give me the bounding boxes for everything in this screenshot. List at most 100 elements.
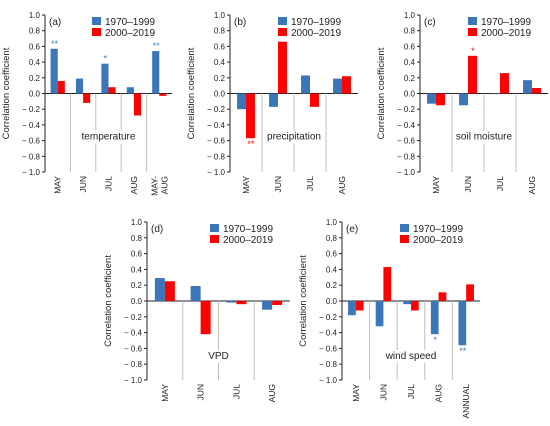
y-tick-label: 1.0: [29, 11, 41, 20]
y-tick-label: 0.8: [214, 27, 226, 36]
panel-label: (d): [151, 224, 163, 235]
significance-label: *: [103, 54, 107, 64]
bar-series1: [458, 301, 467, 346]
y-tick-label: − 0.2: [397, 105, 416, 114]
y-tick-label: − 0.8: [124, 360, 143, 369]
y-tick-label: − 0.4: [124, 329, 143, 338]
bar-series2: [342, 76, 351, 94]
bar-series1: [152, 51, 160, 94]
y-tick-label: 0.8: [326, 234, 338, 243]
category-label: JUL: [104, 176, 114, 191]
bar-series1: [226, 301, 237, 303]
legend-label: 2000–2019: [413, 235, 463, 246]
bar-series2: [466, 284, 474, 301]
significance-label: *: [433, 335, 437, 345]
bar-series1: [427, 93, 436, 104]
bar-series2: [383, 267, 392, 301]
legend-label: 1970–1999: [105, 17, 155, 28]
bar-series1: [154, 278, 165, 301]
category-label: MAY: [53, 176, 63, 194]
legend-label: 2000–2019: [223, 235, 273, 246]
significance-label: **: [247, 139, 255, 149]
y-tick-label: − 0.8: [397, 152, 416, 161]
variable-label: precipitation: [267, 132, 321, 143]
y-tick-label: 0.6: [326, 250, 338, 259]
bar-series2: [411, 301, 419, 311]
panel-c: 1.0 0.8 0.6 0.4 0.2 0.0 − 0.2 − 0.4 − 0.6 − 0.8 − …: [376, 11, 548, 194]
category-label: JUN: [196, 384, 206, 401]
legend-swatch: [468, 17, 477, 25]
category-label: AUG: [337, 176, 347, 194]
panel-label: (e): [346, 224, 358, 235]
bar-series2: [246, 93, 255, 139]
bar-series1: [126, 87, 134, 94]
y-tick-label: − 0.6: [207, 137, 226, 146]
legend-label: 2000–2019: [291, 28, 341, 39]
legend-label: 1970–1999: [413, 224, 463, 235]
y-tick-label: 1.0: [214, 11, 226, 20]
y-tick-label: 0.4: [326, 265, 338, 274]
y-tick-label: − 0.4: [319, 329, 338, 338]
bar-series1: [237, 93, 246, 110]
bar-series2: [468, 55, 477, 94]
y-tick-label: 0.0: [131, 297, 143, 306]
y-tick-label: 0.0: [29, 90, 41, 99]
bar-series2: [133, 93, 142, 116]
category-label: JUL: [231, 384, 241, 399]
y-tick-label: − 1.0: [207, 168, 226, 177]
legend-swatch: [92, 28, 101, 36]
panel-label: (a): [49, 17, 61, 28]
y-tick-label: 0.4: [214, 58, 226, 67]
y-tick-label: − 0.4: [397, 121, 416, 130]
bar-series1: [459, 93, 468, 106]
y-tick-label: 0.2: [214, 74, 226, 83]
y-tick-label: − 0.8: [22, 152, 41, 161]
bar-series1: [75, 78, 84, 94]
y-tick-label: 1.0: [131, 218, 143, 227]
y-tick-label: − 0.6: [397, 137, 416, 146]
bar-series1: [50, 48, 58, 94]
y-tick-label: 0.0: [326, 297, 338, 306]
bar-series2: [57, 80, 65, 94]
y-tick-label: 0.6: [29, 42, 41, 51]
category-label: MAY: [160, 384, 170, 402]
category-label: AUG: [129, 176, 139, 194]
legend-swatch: [400, 235, 409, 243]
y-tick-label: − 0.6: [124, 344, 143, 353]
significance-label: **: [459, 346, 467, 356]
variable-label-bg: [79, 130, 138, 144]
y-axis-label: Correlation coefficient: [186, 47, 197, 139]
variable-label: temperature: [82, 132, 136, 143]
panel-label: (c): [424, 17, 436, 28]
category-label: JUN: [273, 176, 283, 193]
y-tick-label: 0.2: [29, 74, 41, 83]
y-tick-label: − 1.0: [22, 168, 41, 177]
bar-series1: [101, 63, 109, 94]
panel-d: 1.0 0.8 0.6 0.4 0.2 0.0 − 0.2 − 0.4 − 0.6 − 0.8 − …: [103, 218, 290, 402]
y-tick-label: 0.0: [404, 90, 416, 99]
panel-e: 1.0 0.8 0.6 0.4 0.2 0.0 − 0.2 − 0.4 − 0.6 − 0.8 − …: [298, 218, 480, 418]
bar-series2: [83, 93, 91, 103]
legend-label: 2000–2019: [481, 28, 531, 39]
y-tick-label: − 0.6: [22, 137, 41, 146]
y-tick-label: 0.2: [404, 74, 416, 83]
y-axis-label: Correlation coefficient: [298, 255, 309, 347]
y-tick-label: 0.2: [326, 281, 338, 290]
bar-series2: [310, 93, 319, 107]
bar-series2: [532, 88, 541, 94]
bar-series1: [301, 75, 310, 94]
y-tick-label: 0.4: [131, 265, 143, 274]
category-label: JUN: [78, 176, 88, 193]
category-label: JUL: [305, 176, 315, 191]
category-label: AUG: [527, 176, 537, 194]
bar-series2: [355, 301, 364, 311]
variable-label-bg: [265, 130, 323, 144]
variable-label: soil moisture: [456, 132, 513, 143]
y-tick-label: − 0.2: [207, 105, 226, 114]
y-tick-label: − 0.8: [319, 360, 338, 369]
y-tick-label: 0.2: [131, 281, 143, 290]
y-tick-label: 0.6: [214, 42, 226, 51]
category-label: MAY: [351, 384, 361, 402]
legend-label: 1970–1999: [291, 17, 341, 28]
